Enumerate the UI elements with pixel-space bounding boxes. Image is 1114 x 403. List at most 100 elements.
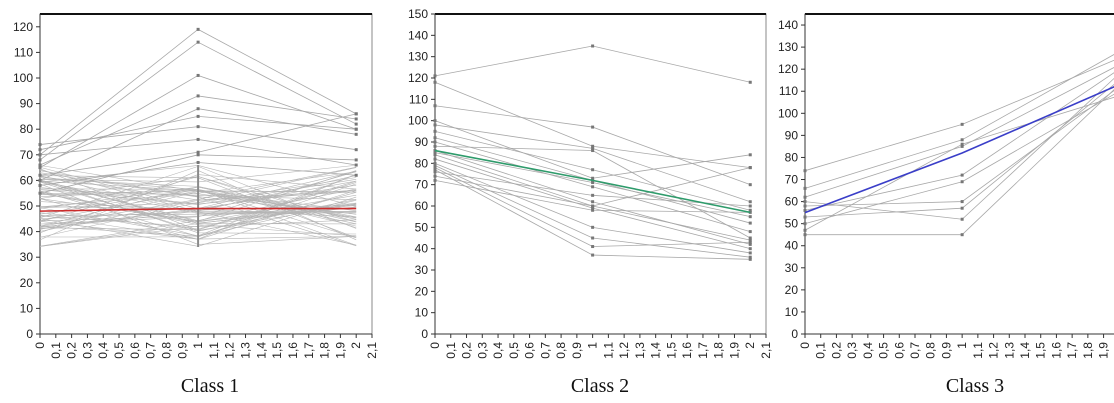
y-tick-label: 10 — [415, 306, 429, 320]
x-tick-label: 1,6 — [680, 342, 694, 359]
data-point — [960, 122, 964, 126]
data-point — [38, 173, 42, 177]
x-tick-label: 0,4 — [491, 342, 505, 359]
data-point — [433, 140, 437, 144]
y-tick-label: 50 — [20, 199, 34, 213]
y-tick-label: 110 — [14, 45, 33, 59]
x-tick-label: 1,6 — [1049, 342, 1063, 359]
x-tick-label: 1,3 — [239, 342, 253, 359]
y-tick-label: 100 — [408, 114, 428, 128]
data-point — [433, 161, 437, 165]
y-tick-label: 50 — [415, 220, 429, 234]
data-point — [38, 184, 42, 188]
y-tick-label: 100 — [778, 106, 798, 120]
x-tick-label: 2,1 — [365, 342, 379, 359]
data-point — [960, 200, 964, 204]
plot-frame — [804, 13, 1114, 335]
data-point — [591, 176, 595, 180]
y-tick-label: 20 — [785, 283, 799, 297]
y-tick-label: 60 — [415, 199, 429, 213]
y-tick-label: 80 — [785, 150, 799, 164]
y-tick-label: 30 — [20, 250, 34, 264]
data-point — [960, 138, 964, 142]
x-tick-label: 0,7 — [538, 342, 552, 359]
y-tick-label: 140 — [408, 28, 428, 42]
data-point — [591, 225, 595, 229]
x-tick-label: 1,5 — [1034, 342, 1048, 359]
y-tick-label: 0 — [791, 327, 798, 341]
data-point — [748, 230, 752, 234]
data-point — [748, 166, 752, 170]
x-tick-label: 1,8 — [1081, 342, 1095, 359]
x-tick-label: 1,9 — [727, 342, 741, 359]
data-point — [196, 160, 200, 164]
data-point — [591, 245, 595, 249]
y-tick-label: 100 — [13, 71, 33, 85]
x-tick-label: 1,5 — [270, 342, 284, 359]
data-point — [354, 127, 358, 131]
data-point — [591, 181, 595, 185]
y-tick-label: 70 — [785, 173, 799, 187]
data-point — [433, 170, 437, 174]
data-point — [433, 178, 437, 182]
data-point — [591, 204, 595, 208]
x-tick-label: 0,2 — [65, 342, 79, 359]
data-point — [38, 163, 42, 167]
y-tick-label: 70 — [415, 178, 429, 192]
data-point — [591, 168, 595, 172]
x-tick-label: 0,1 — [49, 342, 63, 359]
x-tick-label: 1,7 — [1065, 342, 1079, 359]
data-point — [433, 174, 437, 178]
y-tick-label: 90 — [415, 135, 429, 149]
data-point — [433, 74, 437, 78]
y-tick-label: 30 — [785, 261, 799, 275]
data-point — [591, 125, 595, 129]
data-point — [196, 73, 200, 77]
mean-line — [434, 149, 751, 214]
data-point — [748, 80, 752, 84]
x-tick-label: 0,9 — [570, 342, 584, 359]
data-point — [433, 151, 437, 155]
x-tick-label: 2 — [1112, 342, 1114, 349]
data-point — [960, 217, 964, 221]
data-point — [803, 186, 807, 190]
x-tick-label: 1,7 — [696, 342, 710, 359]
data-point — [196, 150, 200, 154]
data-point — [591, 206, 595, 210]
y-tick-label: 80 — [20, 122, 34, 136]
x-tick-label: 0,3 — [80, 342, 94, 359]
data-point — [748, 240, 752, 244]
data-point — [433, 163, 437, 167]
mean-line — [39, 207, 357, 212]
plot-frame — [434, 13, 767, 335]
y-tick-label: 40 — [20, 225, 34, 239]
data-point — [803, 200, 807, 204]
data-point — [803, 228, 807, 232]
chart-caption: Class 2 — [571, 375, 629, 397]
data-point — [433, 153, 437, 157]
x-tick-label: 1,7 — [302, 342, 316, 359]
data-point — [960, 233, 964, 237]
mean-line — [804, 86, 1114, 214]
data-point — [354, 112, 358, 116]
data-point — [803, 208, 807, 212]
y-tick-label: 20 — [20, 276, 34, 290]
y-tick-label: 0 — [421, 327, 428, 341]
x-tick-label: 1 — [191, 342, 205, 349]
x-tick-label: 1,6 — [286, 342, 300, 359]
y-tick-label: 10 — [20, 301, 34, 315]
data-point — [38, 143, 42, 147]
data-point — [748, 153, 752, 157]
x-tick-label: 1 — [586, 342, 600, 349]
data-point — [433, 123, 437, 127]
data-point — [433, 136, 437, 140]
x-tick-label: 1,5 — [664, 342, 678, 359]
x-tick-label: 1,2 — [223, 342, 237, 359]
data-point — [196, 114, 200, 118]
x-tick-label: 0,6 — [128, 342, 142, 359]
data-point — [960, 180, 964, 184]
data-point — [354, 163, 358, 167]
data-point — [433, 157, 437, 161]
data-point — [433, 168, 437, 172]
data-point — [591, 208, 595, 212]
